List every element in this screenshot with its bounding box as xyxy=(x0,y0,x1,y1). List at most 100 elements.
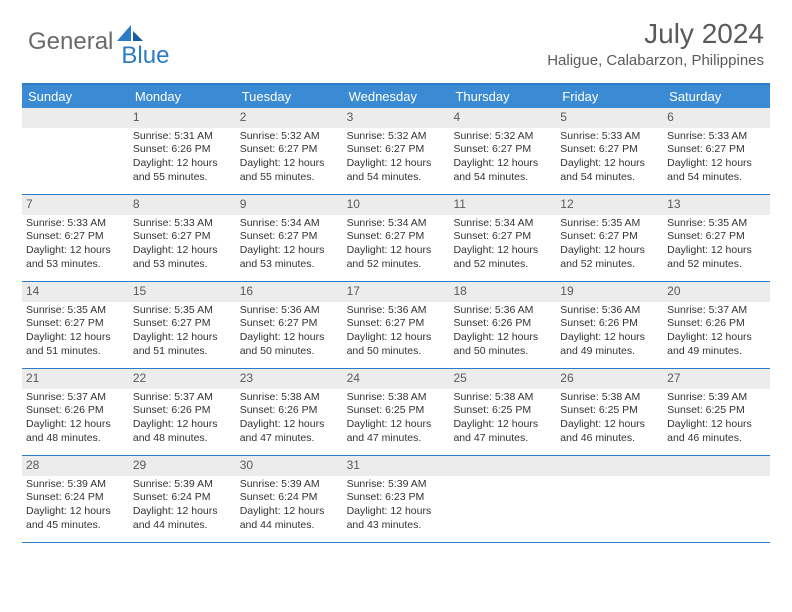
day-details: Sunrise: 5:34 AMSunset: 6:27 PMDaylight:… xyxy=(343,215,450,276)
day-details: Sunrise: 5:37 AMSunset: 6:26 PMDaylight:… xyxy=(22,389,129,450)
calendar-week: 7Sunrise: 5:33 AMSunset: 6:27 PMDaylight… xyxy=(22,195,770,282)
day-cell: 3Sunrise: 5:32 AMSunset: 6:27 PMDaylight… xyxy=(343,108,450,194)
day-cell: 19Sunrise: 5:36 AMSunset: 6:26 PMDayligh… xyxy=(556,282,663,368)
calendar-week: 21Sunrise: 5:37 AMSunset: 6:26 PMDayligh… xyxy=(22,369,770,456)
day-cell: 18Sunrise: 5:36 AMSunset: 6:26 PMDayligh… xyxy=(449,282,556,368)
sunrise-line: Sunrise: 5:32 AM xyxy=(240,130,339,144)
day-details: Sunrise: 5:39 AMSunset: 6:24 PMDaylight:… xyxy=(236,476,343,537)
day-number: 15 xyxy=(129,282,236,302)
day-header: Monday xyxy=(129,85,236,108)
sunrise-line: Sunrise: 5:33 AM xyxy=(26,217,125,231)
calendar-table: SundayMondayTuesdayWednesdayThursdayFrid… xyxy=(22,83,770,543)
sunset-line: Sunset: 6:23 PM xyxy=(347,491,446,505)
day-details: Sunrise: 5:34 AMSunset: 6:27 PMDaylight:… xyxy=(236,215,343,276)
day-details: Sunrise: 5:39 AMSunset: 6:23 PMDaylight:… xyxy=(343,476,450,537)
sunrise-line: Sunrise: 5:39 AM xyxy=(667,391,766,405)
sunrise-line: Sunrise: 5:38 AM xyxy=(560,391,659,405)
day-cell: 27Sunrise: 5:39 AMSunset: 6:25 PMDayligh… xyxy=(663,369,770,455)
sunrise-line: Sunrise: 5:38 AM xyxy=(240,391,339,405)
day-cell: 24Sunrise: 5:38 AMSunset: 6:25 PMDayligh… xyxy=(343,369,450,455)
sunset-line: Sunset: 6:27 PM xyxy=(667,230,766,244)
day-number: 16 xyxy=(236,282,343,302)
day-number: 4 xyxy=(449,108,556,128)
daylight-line: Daylight: 12 hours and 51 minutes. xyxy=(26,331,125,358)
sunrise-line: Sunrise: 5:39 AM xyxy=(26,478,125,492)
day-details: Sunrise: 5:39 AMSunset: 6:25 PMDaylight:… xyxy=(663,389,770,450)
sunrise-line: Sunrise: 5:37 AM xyxy=(667,304,766,318)
sunset-line: Sunset: 6:26 PM xyxy=(453,317,552,331)
sunset-line: Sunset: 6:26 PM xyxy=(240,404,339,418)
day-details: Sunrise: 5:37 AMSunset: 6:26 PMDaylight:… xyxy=(663,302,770,363)
day-details: Sunrise: 5:34 AMSunset: 6:27 PMDaylight:… xyxy=(449,215,556,276)
day-details: Sunrise: 5:32 AMSunset: 6:27 PMDaylight:… xyxy=(236,128,343,189)
daylight-line: Daylight: 12 hours and 44 minutes. xyxy=(133,505,232,532)
sunrise-line: Sunrise: 5:31 AM xyxy=(133,130,232,144)
sunset-line: Sunset: 6:27 PM xyxy=(133,230,232,244)
day-number xyxy=(22,108,129,128)
day-number: 30 xyxy=(236,456,343,476)
sunset-line: Sunset: 6:26 PM xyxy=(133,404,232,418)
day-cell: 28Sunrise: 5:39 AMSunset: 6:24 PMDayligh… xyxy=(22,456,129,542)
day-number: 6 xyxy=(663,108,770,128)
day-number: 26 xyxy=(556,369,663,389)
daylight-line: Daylight: 12 hours and 47 minutes. xyxy=(240,418,339,445)
sunset-line: Sunset: 6:27 PM xyxy=(453,143,552,157)
calendar-week: 1Sunrise: 5:31 AMSunset: 6:26 PMDaylight… xyxy=(22,108,770,195)
day-number: 10 xyxy=(343,195,450,215)
daylight-line: Daylight: 12 hours and 54 minutes. xyxy=(667,157,766,184)
page-header: General Blue July 2024 Haligue, Calabarz… xyxy=(0,0,792,75)
day-details: Sunrise: 5:32 AMSunset: 6:27 PMDaylight:… xyxy=(343,128,450,189)
day-cell: 4Sunrise: 5:32 AMSunset: 6:27 PMDaylight… xyxy=(449,108,556,194)
month-title: July 2024 xyxy=(547,18,764,50)
daylight-line: Daylight: 12 hours and 44 minutes. xyxy=(240,505,339,532)
day-details: Sunrise: 5:39 AMSunset: 6:24 PMDaylight:… xyxy=(22,476,129,537)
sunset-line: Sunset: 6:24 PM xyxy=(240,491,339,505)
day-details: Sunrise: 5:33 AMSunset: 6:27 PMDaylight:… xyxy=(663,128,770,189)
day-details: Sunrise: 5:36 AMSunset: 6:27 PMDaylight:… xyxy=(236,302,343,363)
daylight-line: Daylight: 12 hours and 53 minutes. xyxy=(26,244,125,271)
day-header: Tuesday xyxy=(236,85,343,108)
day-cell: 2Sunrise: 5:32 AMSunset: 6:27 PMDaylight… xyxy=(236,108,343,194)
day-cell: 5Sunrise: 5:33 AMSunset: 6:27 PMDaylight… xyxy=(556,108,663,194)
day-cell: 23Sunrise: 5:38 AMSunset: 6:26 PMDayligh… xyxy=(236,369,343,455)
day-number: 9 xyxy=(236,195,343,215)
sunset-line: Sunset: 6:26 PM xyxy=(667,317,766,331)
day-cell: 6Sunrise: 5:33 AMSunset: 6:27 PMDaylight… xyxy=(663,108,770,194)
sunrise-line: Sunrise: 5:35 AM xyxy=(667,217,766,231)
sunset-line: Sunset: 6:26 PM xyxy=(560,317,659,331)
sunrise-line: Sunrise: 5:34 AM xyxy=(453,217,552,231)
day-number: 19 xyxy=(556,282,663,302)
day-number: 12 xyxy=(556,195,663,215)
sunset-line: Sunset: 6:27 PM xyxy=(560,230,659,244)
day-number: 2 xyxy=(236,108,343,128)
day-number xyxy=(449,456,556,476)
title-block: July 2024 Haligue, Calabarzon, Philippin… xyxy=(547,18,764,69)
day-cell: 31Sunrise: 5:39 AMSunset: 6:23 PMDayligh… xyxy=(343,456,450,542)
day-details: Sunrise: 5:37 AMSunset: 6:26 PMDaylight:… xyxy=(129,389,236,450)
sunrise-line: Sunrise: 5:33 AM xyxy=(667,130,766,144)
sunset-line: Sunset: 6:27 PM xyxy=(347,230,446,244)
logo-text-general: General xyxy=(28,28,113,56)
day-number: 3 xyxy=(343,108,450,128)
day-details: Sunrise: 5:33 AMSunset: 6:27 PMDaylight:… xyxy=(129,215,236,276)
sunrise-line: Sunrise: 5:34 AM xyxy=(347,217,446,231)
sunset-line: Sunset: 6:27 PM xyxy=(347,317,446,331)
daylight-line: Daylight: 12 hours and 43 minutes. xyxy=(347,505,446,532)
day-number: 21 xyxy=(22,369,129,389)
sunset-line: Sunset: 6:25 PM xyxy=(560,404,659,418)
daylight-line: Daylight: 12 hours and 50 minutes. xyxy=(453,331,552,358)
daylight-line: Daylight: 12 hours and 45 minutes. xyxy=(26,505,125,532)
sunset-line: Sunset: 6:24 PM xyxy=(133,491,232,505)
sunset-line: Sunset: 6:27 PM xyxy=(560,143,659,157)
sunset-line: Sunset: 6:27 PM xyxy=(347,143,446,157)
sunset-line: Sunset: 6:26 PM xyxy=(133,143,232,157)
day-details: Sunrise: 5:32 AMSunset: 6:27 PMDaylight:… xyxy=(449,128,556,189)
day-details: Sunrise: 5:38 AMSunset: 6:25 PMDaylight:… xyxy=(556,389,663,450)
day-header: Wednesday xyxy=(343,85,450,108)
day-number: 31 xyxy=(343,456,450,476)
calendar-week: 14Sunrise: 5:35 AMSunset: 6:27 PMDayligh… xyxy=(22,282,770,369)
day-details: Sunrise: 5:35 AMSunset: 6:27 PMDaylight:… xyxy=(556,215,663,276)
day-cell xyxy=(22,108,129,194)
day-details: Sunrise: 5:35 AMSunset: 6:27 PMDaylight:… xyxy=(22,302,129,363)
day-headers-row: SundayMondayTuesdayWednesdayThursdayFrid… xyxy=(22,85,770,108)
